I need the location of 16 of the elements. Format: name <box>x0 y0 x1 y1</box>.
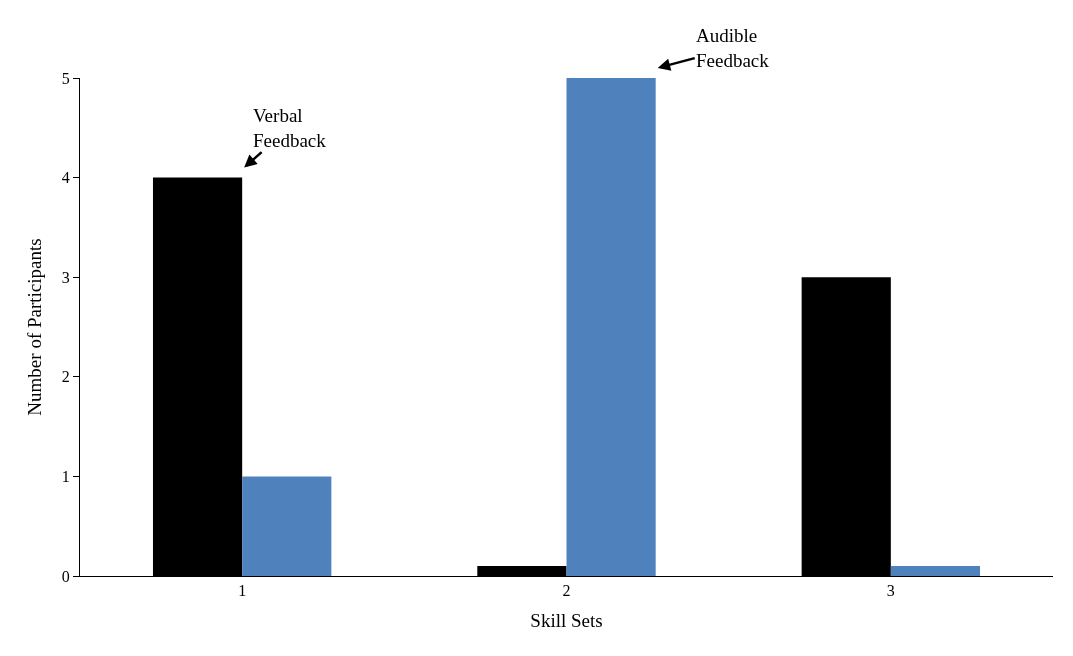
x-axis-title: Skill Sets <box>530 610 603 631</box>
y-tick-label: 1 <box>61 468 70 485</box>
x-tick-label: 3 <box>886 582 895 600</box>
x-tick-label: 2 <box>562 582 571 600</box>
text: Audible Feedback <box>696 25 770 71</box>
y-tick-label: 3 <box>61 268 70 286</box>
y-tick-label: 5 <box>61 69 70 87</box>
y-tick-label: 0 <box>61 567 70 585</box>
y-tick-label: 2 <box>61 368 70 386</box>
y-axis-title: Number of Participants <box>23 238 45 416</box>
y-tick-label: 4 <box>61 169 70 187</box>
bar <box>242 476 332 576</box>
x-tick-label: 1 <box>238 582 247 600</box>
bar <box>566 78 656 576</box>
series-label: Verbal Feedback <box>253 105 327 151</box>
bar <box>890 566 981 576</box>
